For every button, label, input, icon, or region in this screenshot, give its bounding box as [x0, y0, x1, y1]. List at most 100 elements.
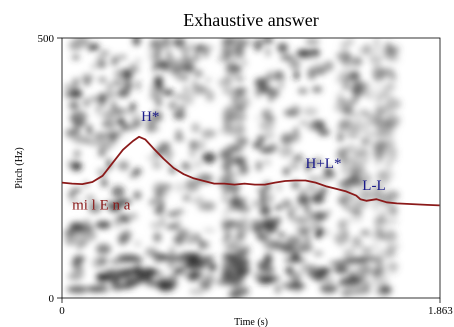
spectrogram-texture [132, 38, 141, 46]
spectrogram-texture [167, 211, 180, 218]
spectrogram-texture [252, 222, 263, 234]
spectrogram-texture [297, 88, 308, 94]
spectrogram-texture [98, 76, 107, 83]
spectrogram-texture [336, 131, 344, 143]
spectrogram-texture [224, 221, 238, 229]
spectrogram-texture [382, 135, 388, 143]
spectrogram-texture [311, 192, 325, 205]
spectrogram-texture [151, 38, 164, 48]
spectrogram-texture [182, 194, 191, 202]
spectrogram-texture [350, 217, 364, 223]
spectrogram-texture [151, 160, 162, 170]
spectrogram-texture [234, 197, 249, 202]
spectrogram-texture [224, 68, 237, 75]
spectrogram-texture [147, 45, 158, 53]
spectrogram-texture [146, 120, 157, 133]
spectrogram-texture [72, 255, 86, 263]
spectrogram-texture [285, 282, 306, 290]
spectrogram-texture [71, 161, 82, 171]
spectrogram-texture [280, 133, 293, 145]
spectrogram-texture [313, 250, 324, 257]
spectrogram-texture [187, 254, 200, 265]
spectrogram-texture [313, 158, 322, 166]
spectrogram-texture [372, 106, 381, 113]
spectrogram-texture [69, 222, 85, 232]
spectrogram-texture [261, 267, 276, 273]
spectrogram-texture [337, 237, 343, 249]
spectrogram-texture [288, 161, 300, 167]
spectrogram-texture [165, 50, 173, 60]
spectrogram-texture [157, 281, 175, 292]
spectrogram-background [62, 38, 440, 298]
spectrogram-texture [323, 170, 336, 179]
spectrogram-texture [288, 271, 302, 282]
spectrogram-texture [278, 146, 293, 158]
spectrogram-texture [350, 83, 363, 95]
spectrogram-texture [373, 203, 379, 214]
spectrogram-texture [341, 107, 351, 116]
spectrogram-texture [64, 90, 80, 98]
spectrogram-texture [265, 47, 271, 57]
spectrogram-texture [372, 117, 387, 127]
spectrogram-texture [373, 140, 386, 153]
spectrogram-texture [370, 270, 381, 277]
spectrogram-texture [374, 158, 380, 168]
spectrogram-texture [128, 125, 136, 130]
spectrogram-texture [375, 125, 385, 138]
spectrogram-texture [385, 81, 393, 93]
spectrogram-texture [278, 81, 284, 89]
x-tick-label-min: 0 [59, 305, 65, 317]
spectrogram-texture [223, 106, 239, 118]
spectrogram-texture [375, 91, 382, 104]
spectrogram-texture [161, 89, 174, 96]
spectrogram-texture [119, 218, 131, 223]
spectrogram-texture [190, 288, 195, 295]
spectrogram-texture [223, 159, 233, 168]
spectrogram-texture [233, 144, 238, 153]
spectrogram-texture [299, 189, 308, 194]
spectrogram-texture [72, 55, 80, 60]
spectrogram-texture [237, 205, 251, 213]
spectrogram-texture [202, 283, 210, 292]
spectrogram-texture [72, 38, 87, 48]
spectrogram-texture [292, 247, 307, 254]
spectrogram-texture [95, 243, 112, 255]
spectrogram-texture [389, 204, 398, 214]
spectrogram-texture [173, 94, 187, 99]
spectrogram-texture [149, 198, 165, 204]
spectrogram-texture [345, 257, 368, 264]
spectrogram-texture [93, 132, 109, 141]
spectrogram-texture [178, 47, 193, 52]
spectrogram-texture [195, 289, 204, 295]
spectrogram-texture [308, 211, 314, 222]
spectrogram-texture [205, 77, 212, 83]
spectrogram-texture [144, 247, 158, 257]
spectrogram-texture [352, 176, 362, 188]
spectrogram-texture [379, 94, 395, 99]
spectrogram-texture [336, 148, 348, 157]
spectrogram-texture [189, 140, 197, 151]
spectrogram-texture [119, 55, 127, 59]
spectrogram-texture [114, 161, 129, 170]
spectrogram-texture [385, 45, 401, 54]
spectrogram-texture [337, 220, 347, 230]
spectrogram-texture [250, 219, 264, 225]
spectrogram-texture [154, 189, 165, 199]
spectrogram-texture [171, 38, 186, 47]
spectrogram-texture [369, 185, 385, 190]
spectrogram-texture [95, 221, 112, 229]
spectrogram-texture [90, 64, 97, 69]
spectrogram-texture [64, 229, 77, 237]
spectrogram-texture [105, 123, 116, 130]
spectrogram-texture [116, 199, 132, 205]
spectrogram-texture [264, 115, 276, 123]
spectrogram-texture [158, 150, 174, 157]
spectrogram-texture [352, 150, 368, 158]
spectrogram-texture [274, 71, 284, 78]
spectrogram-texture [224, 231, 232, 241]
spectrogram-texture [109, 259, 124, 265]
spectrogram-texture [184, 181, 200, 193]
spectrogram-texture [199, 239, 204, 252]
spectrogram-texture [270, 76, 287, 81]
spectrogram-texture [146, 155, 160, 160]
